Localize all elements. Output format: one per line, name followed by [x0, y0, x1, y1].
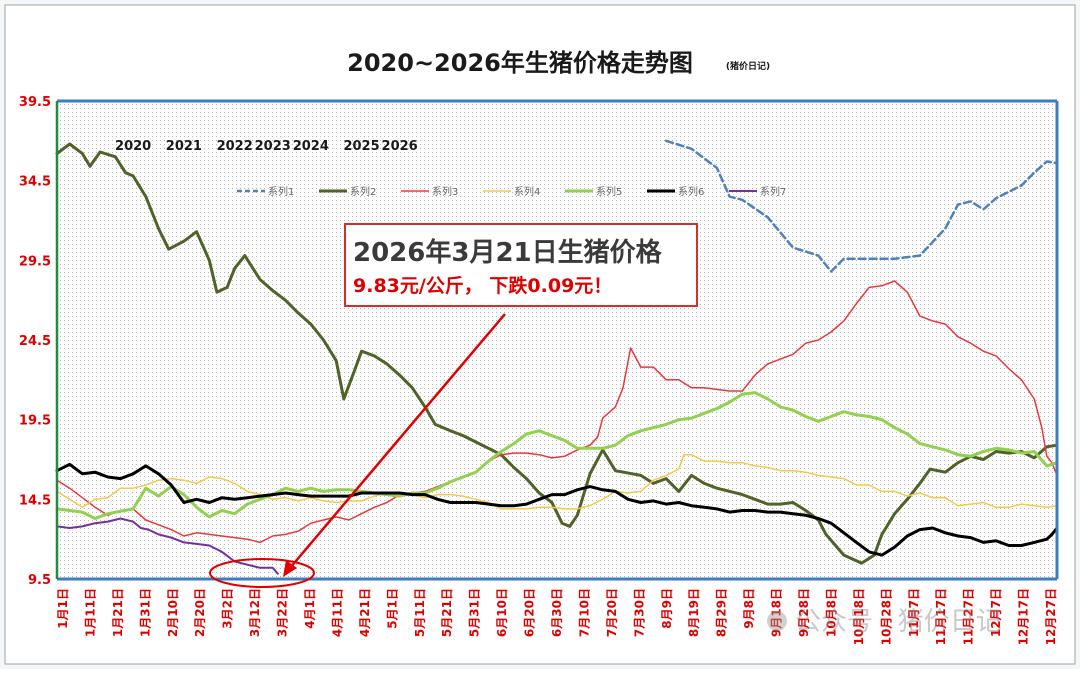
- series-line-系列6: [55, 462, 1059, 557]
- x-tick-label: 8月29日: [715, 588, 729, 637]
- x-tick-label: 8月19日: [687, 588, 701, 637]
- legend-label: 系列1: [268, 185, 294, 198]
- year-label: 2021: [166, 139, 202, 154]
- y-tick-label: 29.5: [19, 254, 51, 269]
- year-label: 2026: [382, 139, 418, 154]
- series-line-系列1: [664, 139, 1059, 273]
- x-tick-label: 7月30日: [632, 588, 646, 637]
- y-axis: 9.5 14.5 19.5 24.5 29.5 34.5 39.5: [19, 95, 51, 588]
- y-tick-label: 19.5: [19, 414, 51, 429]
- x-tick-label: 1月31日: [138, 588, 152, 637]
- annotation-line-1: 2026年3月21日生猪价格: [353, 237, 663, 268]
- x-tick-label: 6月10日: [495, 588, 509, 637]
- x-tick-label: 11月17日: [934, 588, 948, 645]
- x-tick-label: 5月21日: [440, 588, 454, 637]
- x-tick-label: 8月9日: [660, 588, 674, 629]
- x-tick-label: 7月20日: [605, 588, 619, 637]
- annotation-line-2: 9.83元/公斤， 下跌0.09元！: [353, 274, 612, 297]
- series-line-系列5: [55, 391, 1059, 520]
- x-tick-label: 6月30日: [550, 588, 564, 637]
- series-line-系列4: [56, 453, 1058, 510]
- x-tick-label: 4月1日: [303, 588, 317, 629]
- legend-label: 系列6: [678, 185, 704, 198]
- legend: 系列1 系列2 系列3 系列4 系列5 系列6 系列7: [237, 185, 786, 198]
- x-tick-label: 6月20日: [523, 588, 537, 637]
- x-tick-label: 3月22日: [276, 588, 290, 637]
- legend-label: 系列2: [350, 185, 376, 198]
- y-tick-label: 39.5: [19, 95, 51, 110]
- series-layer: [55, 139, 1059, 575]
- annotation-ellipse: [209, 558, 315, 588]
- year-label: 2024: [293, 139, 329, 154]
- x-tick-label: 11月27日: [962, 588, 976, 645]
- x-tick-label: 5月1日: [385, 588, 399, 629]
- annotation: 2026年3月21日生猪价格 9.83元/公斤， 下跌0.09元！: [209, 223, 698, 588]
- x-tick-label: 9月18日: [770, 588, 784, 637]
- y-tick-label: 14.5: [19, 493, 51, 508]
- x-tick-label: 2月10日: [166, 588, 180, 637]
- x-tick-label: 7月10日: [577, 588, 591, 637]
- series-line-系列7: [56, 517, 279, 575]
- x-tick-label: 5月31日: [468, 588, 482, 637]
- watermark-logo-icon: [767, 611, 787, 631]
- x-tick-label: 3月2日: [221, 588, 235, 629]
- x-tick-label: 9月8日: [742, 588, 756, 629]
- year-label: 2023: [255, 139, 291, 154]
- x-tick-label: 1月21日: [111, 588, 125, 637]
- chart-title: 2020~2026年生猪价格走势图: [347, 49, 693, 77]
- x-axis: 1月1日 1月11日 1月21日 1月31日 2月10日 2月20日 3月2日 3月12日 3月…: [56, 588, 1058, 645]
- x-tick-label: 12月17日: [1017, 588, 1031, 645]
- x-tick-label: 9月28日: [797, 588, 811, 637]
- x-tick-label: 10月28日: [879, 588, 893, 645]
- y-tick-label: 9.5: [28, 573, 51, 588]
- legend-label: 系列4: [514, 185, 540, 198]
- legend-label: 系列3: [432, 185, 458, 198]
- x-tick-label: 10月18日: [852, 588, 866, 645]
- legend-label: 系列7: [760, 185, 786, 198]
- watermark-text: 公众号 · 猪价日记: [795, 607, 1002, 637]
- x-tick-label: 2月20日: [193, 588, 207, 637]
- x-tick-label: 12月27日: [1044, 588, 1058, 645]
- year-label: 2022: [217, 139, 253, 154]
- x-tick-label: 12月7日: [989, 588, 1003, 637]
- series-line-系列2: [55, 142, 1059, 565]
- watermark: 公众号 · 猪价日记: [767, 607, 1002, 637]
- x-tick-label: 1月1日: [56, 588, 70, 629]
- x-tick-label: 1月11日: [83, 588, 97, 637]
- x-tick-label: 4月21日: [358, 588, 372, 637]
- y-tick-label: 34.5: [19, 175, 51, 190]
- year-label: 2025: [343, 139, 379, 154]
- annotation-box: [344, 223, 698, 307]
- x-tick-label: 5月11日: [413, 588, 427, 637]
- x-tick-label: 4月11日: [330, 588, 344, 637]
- x-tick-label: 11月7日: [907, 588, 921, 637]
- annotation-arrowhead: [283, 560, 297, 577]
- year-labels: 2020 2021 2022 2023 2024 2025 2026: [115, 139, 418, 154]
- x-tick-label: 10月8日: [824, 588, 838, 637]
- chart-subtitle: (猪价日记): [726, 60, 770, 72]
- annotation-arrow: [289, 313, 506, 569]
- y-tick-label: 24.5: [19, 334, 51, 349]
- legend-label: 系列5: [596, 185, 622, 198]
- x-tick-label: 3月12日: [248, 588, 262, 637]
- year-label: 2020: [115, 139, 151, 154]
